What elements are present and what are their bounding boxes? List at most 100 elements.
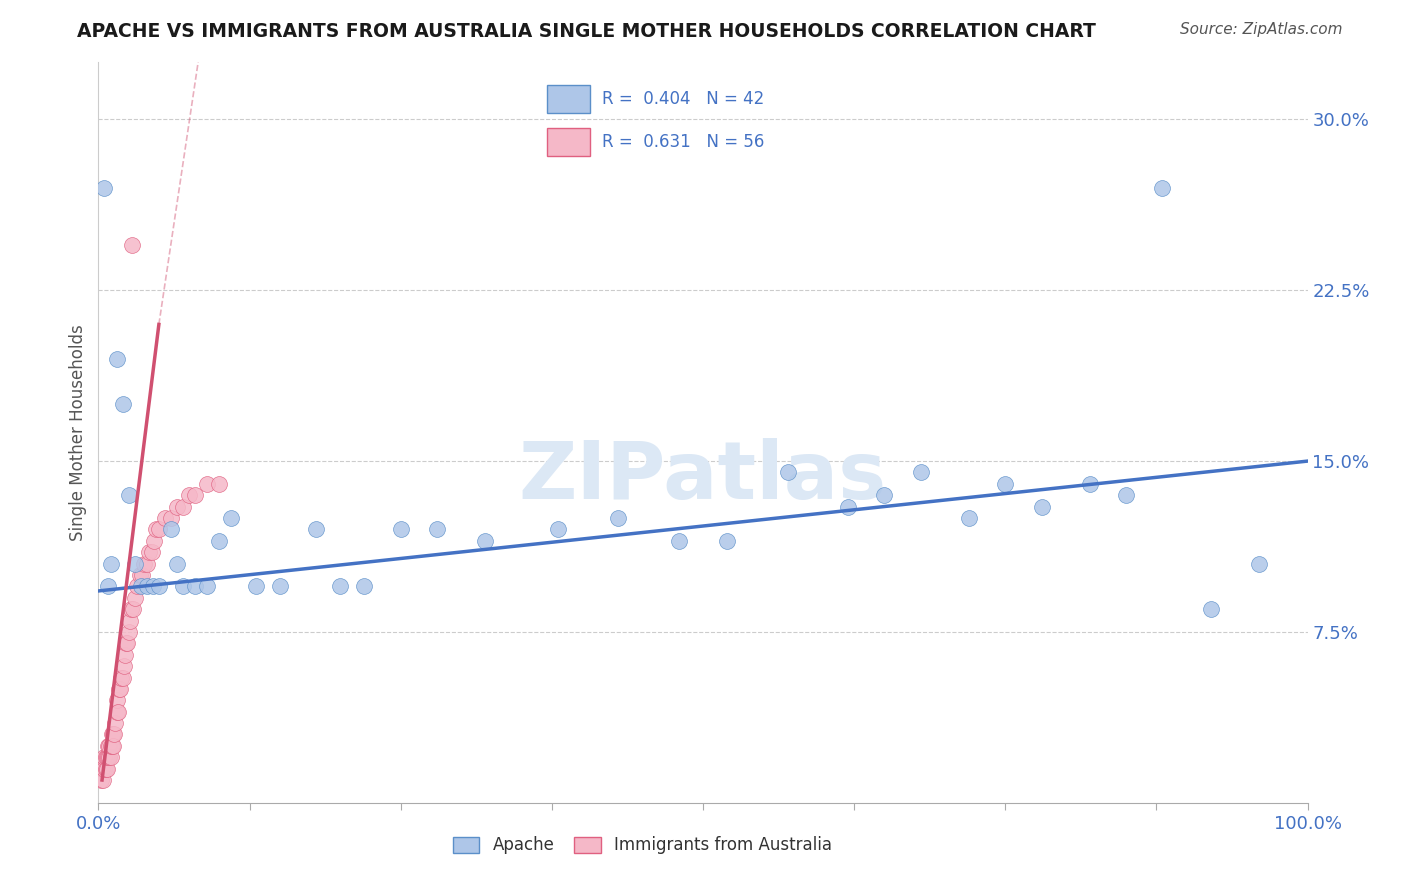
Point	[776, 466, 799, 480]
Text: APACHE VS IMMIGRANTS FROM AUSTRALIA SINGLE MOTHER HOUSEHOLDS CORRELATION CHART: APACHE VS IMMIGRANTS FROM AUSTRALIA SING…	[77, 22, 1097, 41]
Point	[329, 579, 352, 593]
Point	[90, 772, 112, 787]
Point	[100, 557, 122, 571]
Text: ZIPatlas: ZIPatlas	[519, 438, 887, 516]
Point	[120, 602, 142, 616]
Text: R =  0.404   N = 42: R = 0.404 N = 42	[602, 90, 765, 108]
Point	[114, 648, 136, 662]
Point	[97, 739, 120, 753]
Point	[1152, 180, 1174, 194]
Point	[93, 180, 115, 194]
Point	[122, 602, 145, 616]
Point	[124, 591, 146, 605]
Point	[184, 579, 207, 593]
Point	[135, 579, 157, 593]
Point	[131, 568, 153, 582]
Point	[134, 557, 156, 571]
Point	[124, 557, 146, 571]
Point	[353, 579, 375, 593]
Point	[1199, 602, 1222, 616]
Point	[143, 533, 166, 548]
Point	[135, 557, 157, 571]
Point	[994, 476, 1017, 491]
Point	[127, 579, 149, 593]
Point	[148, 523, 170, 537]
Point	[118, 488, 141, 502]
Point	[474, 533, 496, 548]
Point	[607, 511, 630, 525]
Point	[245, 579, 267, 593]
Point	[108, 681, 131, 696]
Point	[107, 705, 129, 719]
Point	[93, 750, 115, 764]
Point	[93, 762, 115, 776]
Point	[160, 511, 183, 525]
Point	[128, 568, 150, 582]
Point	[101, 727, 124, 741]
Point	[172, 579, 194, 593]
Point	[121, 237, 143, 252]
FancyBboxPatch shape	[547, 85, 591, 112]
Point	[160, 523, 183, 537]
Point	[105, 351, 128, 366]
Point	[117, 636, 139, 650]
Point	[96, 762, 118, 776]
Point	[172, 500, 194, 514]
Point	[1249, 557, 1271, 571]
Point	[547, 523, 569, 537]
Point	[269, 579, 291, 593]
Point	[957, 511, 980, 525]
Point	[138, 545, 160, 559]
Point	[195, 579, 218, 593]
Point	[100, 727, 122, 741]
Point	[153, 511, 176, 525]
Point	[166, 500, 188, 514]
Point	[91, 772, 114, 787]
Point	[184, 488, 207, 502]
Point	[166, 557, 188, 571]
Point	[208, 476, 231, 491]
Point	[111, 397, 134, 411]
Point	[96, 750, 118, 764]
Point	[148, 579, 170, 593]
Point	[100, 739, 122, 753]
Point	[873, 488, 896, 502]
Point	[98, 750, 121, 764]
Point	[221, 511, 243, 525]
Y-axis label: Single Mother Households: Single Mother Households	[69, 325, 87, 541]
Point	[104, 716, 127, 731]
Point	[103, 727, 125, 741]
Point	[94, 762, 117, 776]
Point	[91, 762, 114, 776]
Point	[837, 500, 859, 514]
Point	[141, 545, 163, 559]
Point	[142, 579, 165, 593]
Point	[110, 671, 132, 685]
Point	[1078, 476, 1101, 491]
Point	[179, 488, 201, 502]
Point	[105, 693, 128, 707]
Point	[129, 579, 152, 593]
Point	[97, 579, 120, 593]
Point	[111, 671, 134, 685]
Point	[668, 533, 690, 548]
Point	[118, 624, 141, 639]
Point	[105, 705, 128, 719]
Point	[145, 523, 167, 537]
Point	[1031, 500, 1053, 514]
Point	[112, 659, 135, 673]
Legend: Apache, Immigrants from Australia: Apache, Immigrants from Australia	[446, 830, 839, 861]
Point	[97, 750, 120, 764]
Point	[100, 750, 122, 764]
Point	[305, 523, 328, 537]
Text: Source: ZipAtlas.com: Source: ZipAtlas.com	[1180, 22, 1343, 37]
Point	[208, 533, 231, 548]
Point	[716, 533, 738, 548]
Point	[94, 750, 117, 764]
Point	[98, 739, 121, 753]
Text: R =  0.631   N = 56: R = 0.631 N = 56	[602, 133, 765, 151]
Point	[195, 476, 218, 491]
Point	[101, 739, 124, 753]
Point	[108, 681, 131, 696]
FancyBboxPatch shape	[547, 128, 591, 156]
